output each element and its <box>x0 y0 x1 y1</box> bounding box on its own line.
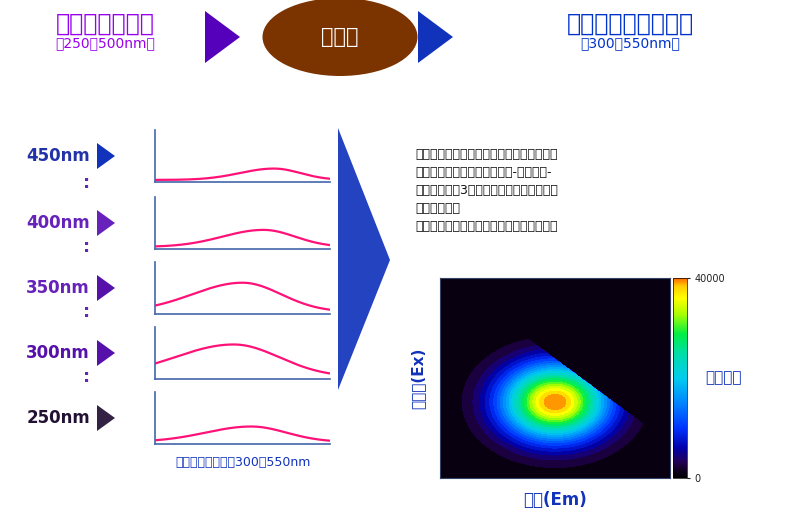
Polygon shape <box>97 405 115 431</box>
Text: 400nm: 400nm <box>26 214 90 232</box>
Text: :: : <box>83 238 90 256</box>
Polygon shape <box>205 11 240 63</box>
Text: これを等高線状のチャートに表現します。: これを等高線状のチャートに表現します。 <box>415 220 558 233</box>
Text: 蛍光強度: 蛍光強度 <box>705 370 742 386</box>
Text: 300nm: 300nm <box>26 344 90 362</box>
Polygon shape <box>97 275 115 301</box>
Text: ルを積み上げて、「励起波長-蛍光波長-: ルを積み上げて、「励起波長-蛍光波長- <box>415 166 551 179</box>
Text: （250〜500nm）: （250〜500nm） <box>55 36 155 50</box>
Polygon shape <box>418 11 453 63</box>
Text: 励起光(Ex): 励起光(Ex) <box>410 348 426 408</box>
Text: :: : <box>83 303 90 321</box>
Text: 250nm: 250nm <box>26 409 90 427</box>
Text: やや高い波長の蛍光: やや高い波長の蛍光 <box>566 12 694 36</box>
Text: 単波長の励起光で取得した蛍光スペクトル: 単波長の励起光で取得した蛍光スペクトル <box>415 148 558 161</box>
Polygon shape <box>97 210 115 236</box>
Polygon shape <box>97 143 115 169</box>
Text: 450nm: 450nm <box>26 147 90 165</box>
Ellipse shape <box>262 0 418 76</box>
Text: 低波長の励起光: 低波長の励起光 <box>55 12 154 36</box>
Text: 蛍光強度」の3次元のマトリックスデータ: 蛍光強度」の3次元のマトリックスデータ <box>415 184 558 197</box>
Text: :: : <box>83 174 90 192</box>
Text: （300〜550nm）: （300〜550nm） <box>580 36 680 50</box>
Text: 350nm: 350nm <box>26 279 90 297</box>
Text: 有機物: 有機物 <box>322 27 358 47</box>
Text: :: : <box>83 368 90 386</box>
Polygon shape <box>338 128 390 390</box>
Text: 蛍光(Em): 蛍光(Em) <box>523 491 587 509</box>
Text: 蛍光スペクトル：300〜550nm: 蛍光スペクトル：300〜550nm <box>175 455 310 468</box>
Polygon shape <box>97 340 115 366</box>
Text: を作ります。: を作ります。 <box>415 202 460 215</box>
